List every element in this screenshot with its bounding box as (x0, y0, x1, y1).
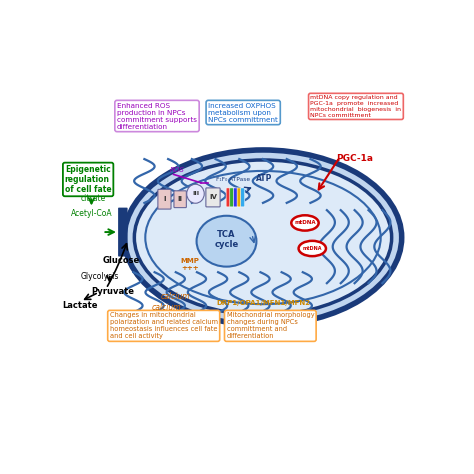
Text: mtDNA copy regulation and
PGC-1a  promote  increased
mitochondrial  biogenesis  : mtDNA copy regulation and PGC-1a promote… (310, 95, 401, 118)
Text: F₁F₀ ATPase: F₁F₀ ATPase (216, 177, 250, 182)
Text: Acetyl-CoA: Acetyl-CoA (72, 210, 113, 219)
Ellipse shape (124, 150, 401, 325)
Text: citrate: citrate (81, 194, 106, 203)
Ellipse shape (299, 241, 326, 256)
FancyBboxPatch shape (241, 188, 245, 207)
Text: Glucose: Glucose (102, 256, 140, 265)
FancyBboxPatch shape (118, 208, 128, 256)
Text: DRP1/OPA1/MFN1/MFN2: DRP1/OPA1/MFN1/MFN2 (216, 300, 310, 306)
FancyBboxPatch shape (233, 188, 237, 207)
Text: TCA
cycle: TCA cycle (214, 230, 238, 249)
Text: II: II (178, 196, 182, 202)
Text: ATP: ATP (255, 174, 272, 183)
Text: Pyruvate: Pyruvate (91, 287, 135, 296)
Text: mtDNA: mtDNA (294, 220, 316, 226)
FancyBboxPatch shape (174, 191, 186, 208)
Text: calcium: calcium (161, 292, 190, 301)
Text: Lactate: Lactate (62, 301, 98, 310)
Ellipse shape (135, 161, 391, 314)
Text: Epigenetic
regulation
of cell fate: Epigenetic regulation of cell fate (65, 164, 111, 194)
Ellipse shape (187, 184, 204, 203)
Text: Mitochondrial morphology
changes during NPCs
committment and
differentiation: Mitochondrial morphology changes during … (227, 312, 314, 339)
Text: IV: IV (209, 194, 217, 201)
FancyBboxPatch shape (158, 190, 171, 209)
FancyBboxPatch shape (226, 188, 230, 207)
Text: Increased OXPHOS
metabolism upon
NPCs committment: Increased OXPHOS metabolism upon NPCs co… (208, 102, 278, 122)
Text: I: I (163, 196, 166, 202)
Ellipse shape (292, 215, 319, 231)
FancyBboxPatch shape (206, 188, 220, 207)
FancyBboxPatch shape (237, 188, 241, 207)
Text: mtDNA: mtDNA (302, 246, 322, 251)
Text: ROS: ROS (170, 167, 185, 173)
Text: Glycolysis: Glycolysis (81, 272, 119, 281)
Text: Changes in mitochondrial
polarization and related calcium
homeostasis influences: Changes in mitochondrial polarization an… (109, 312, 218, 339)
Text: PGC-1a: PGC-1a (336, 154, 373, 163)
Ellipse shape (197, 216, 256, 267)
Text: calcium: calcium (152, 303, 181, 312)
Text: MMP
+++: MMP +++ (181, 258, 200, 271)
Text: III: III (192, 191, 199, 196)
FancyBboxPatch shape (230, 188, 234, 207)
Text: Enhanced ROS
production in NPCs
commitment supports
differentiation: Enhanced ROS production in NPCs commitme… (117, 102, 197, 129)
